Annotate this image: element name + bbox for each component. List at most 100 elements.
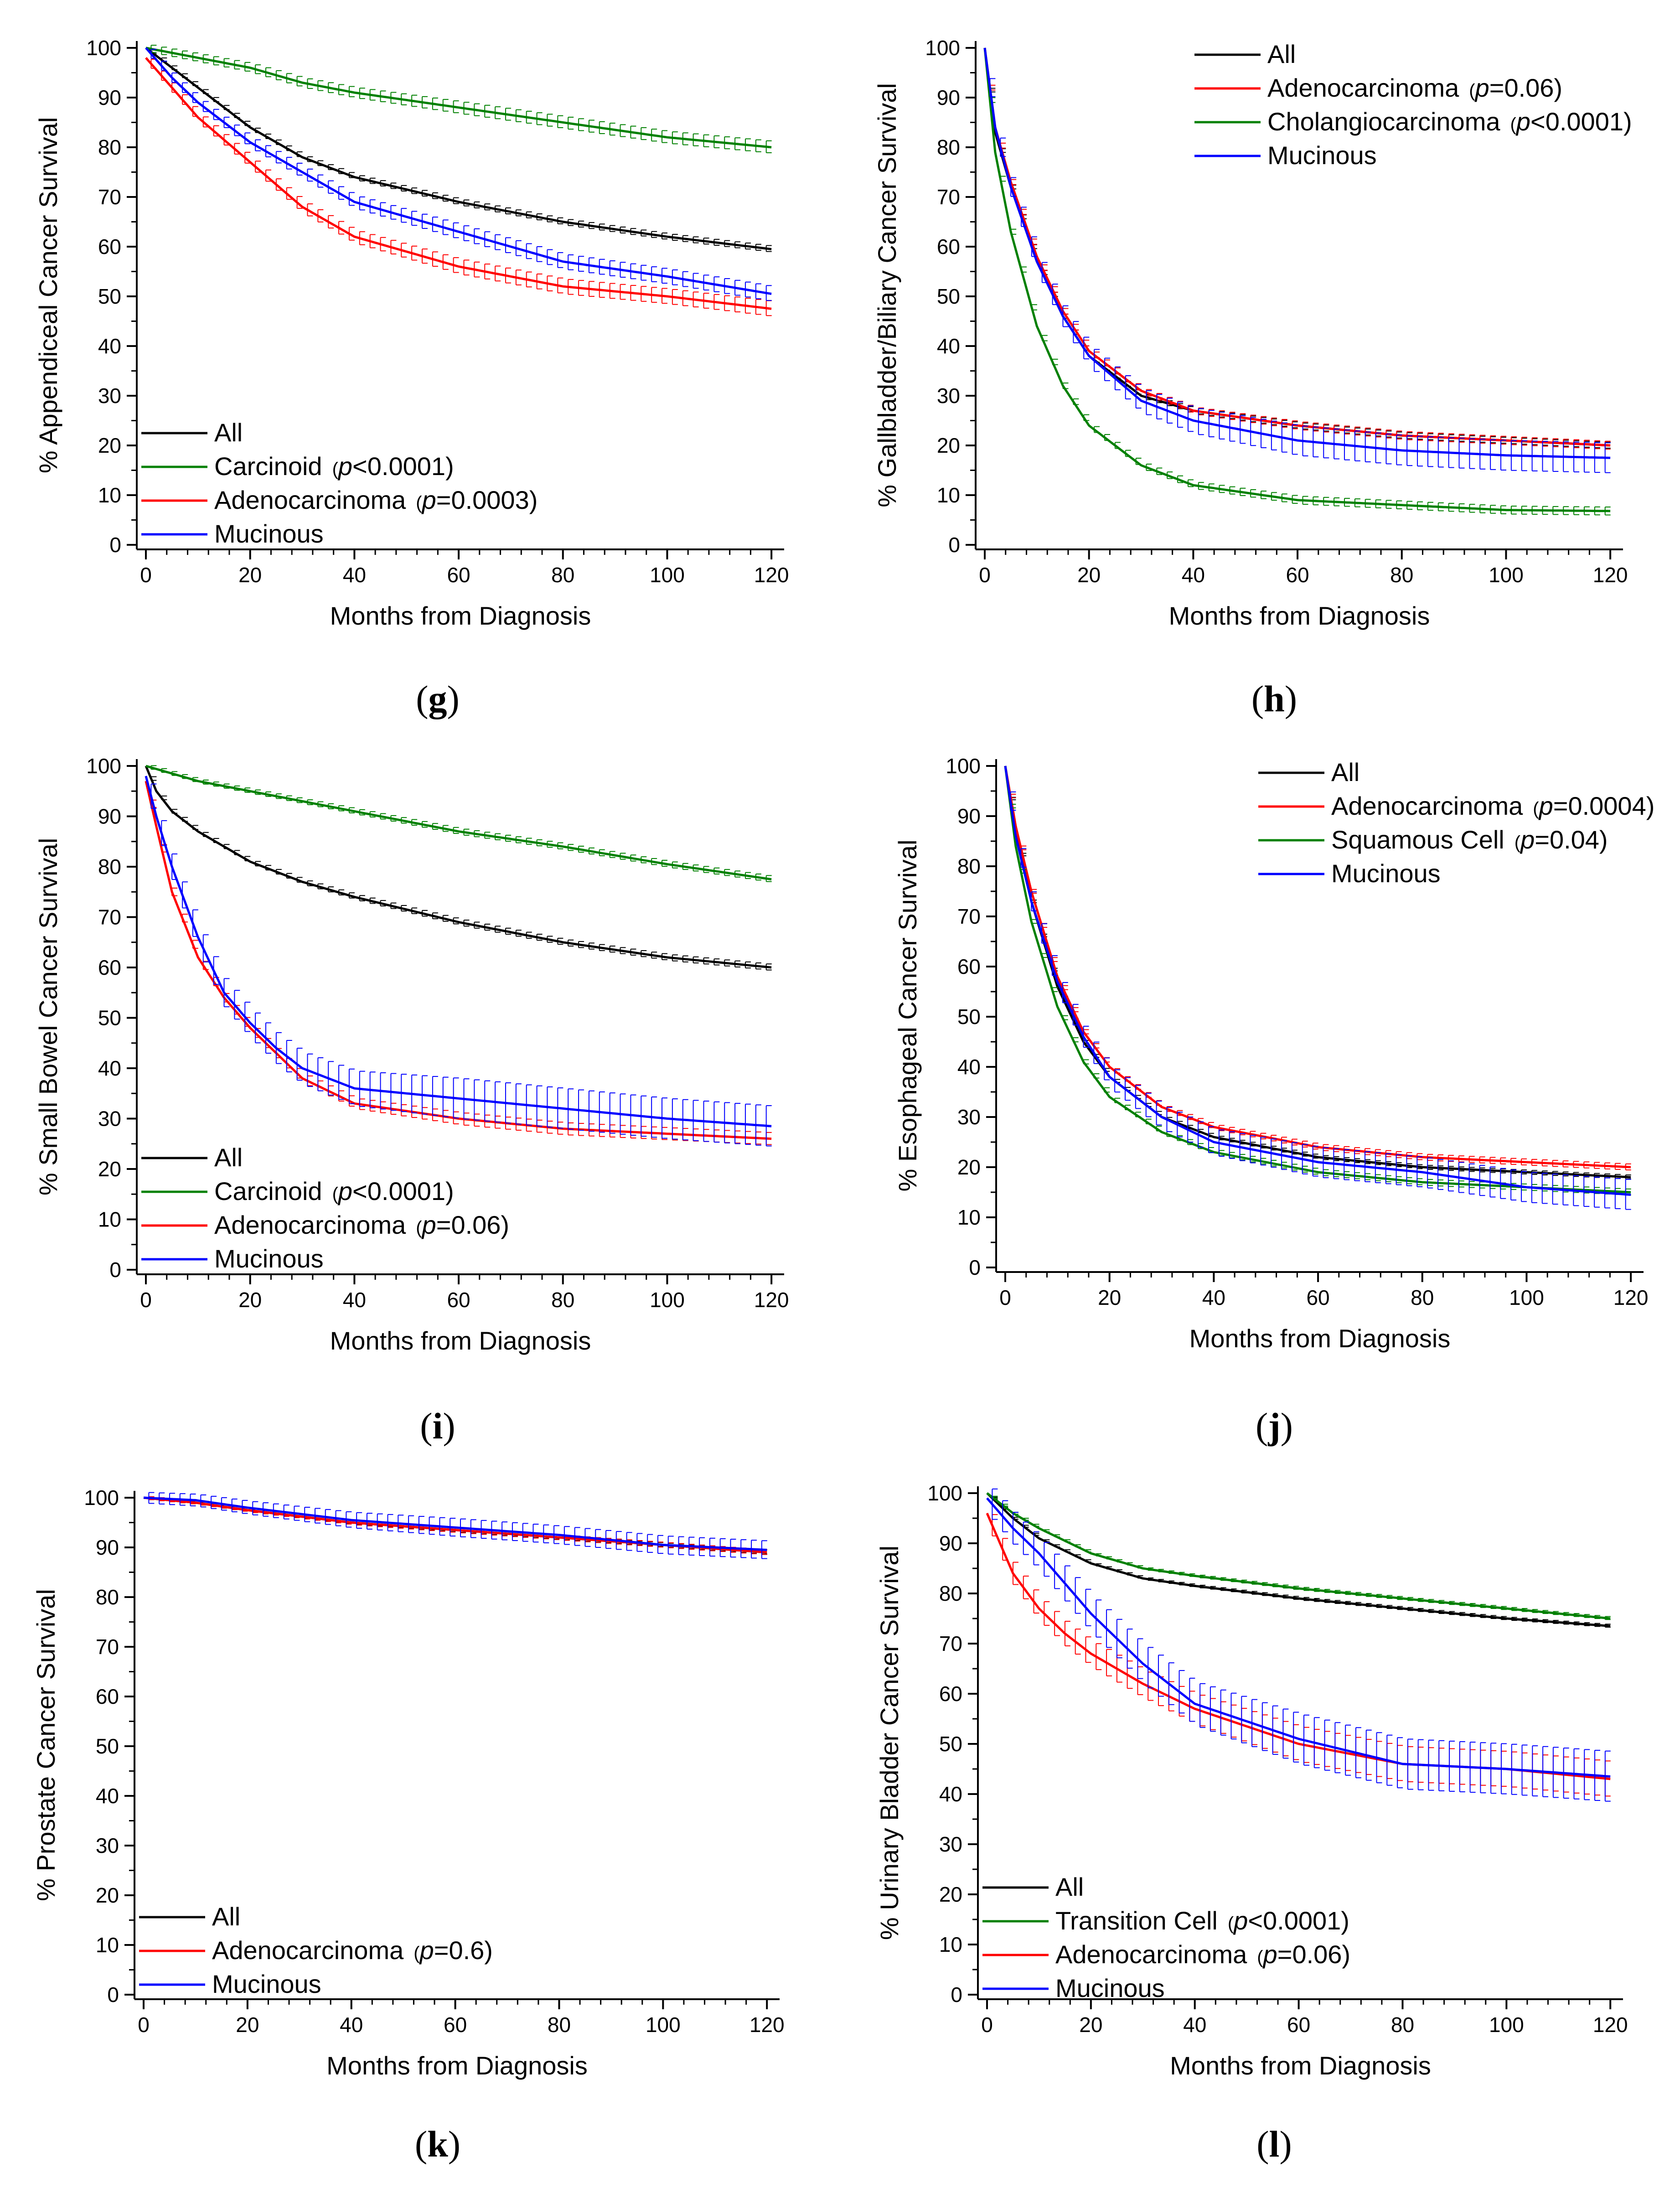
legend-label: Adenocarcinoma (p=0.06) — [214, 1210, 509, 1239]
y-tick-label: 70 — [957, 905, 981, 928]
legend-name: Mucinous — [214, 1244, 324, 1273]
y-tick-label: 20 — [96, 1883, 119, 1907]
legend-pvalue-symbol: p — [421, 486, 436, 514]
legend-label: Squamous Cell (p=0.04) — [1331, 825, 1608, 854]
legend-pvalue: ( — [1510, 114, 1517, 134]
legend-pvalue-value: <0.0001) — [1248, 1906, 1349, 1935]
y-tick-label: 20 — [957, 1155, 981, 1179]
y-tick-label: 70 — [937, 185, 960, 209]
y-axis-title: % Prostate Cancer Survival — [31, 1589, 60, 1901]
legend-pvalue-symbol: p — [1515, 107, 1530, 136]
x-tick-label: 120 — [754, 1288, 789, 1312]
x-tick-label: 100 — [1489, 563, 1524, 587]
x-tick-label: 0 — [140, 563, 152, 587]
y-tick-label: 20 — [98, 434, 121, 457]
panel-h: 0 10 20 30 40 50 60 70 80 90 100 0 20 40 60 80 100 120 Mon… — [873, 36, 1632, 719]
y-tick-label: 0 — [969, 1256, 981, 1279]
legend-name: Carcinoid — [214, 1177, 322, 1205]
legend-pvalue-symbol: p — [1520, 825, 1535, 854]
x-tick-label: 80 — [551, 563, 574, 587]
y-tick-label: 100 — [84, 1486, 119, 1510]
panel-label: (i) — [420, 1405, 455, 1447]
x-tick-label: 0 — [138, 2013, 150, 2037]
legend-label: Carcinoid (p<0.0001) — [214, 452, 454, 481]
x-axis-title: Months from Diagnosis — [330, 601, 591, 630]
y-tick-label: 70 — [939, 1632, 962, 1655]
x-tick-label: 0 — [140, 1288, 152, 1312]
legend-name: Mucinous — [1055, 1974, 1165, 2002]
x-axis-title: Months from Diagnosis — [330, 1326, 591, 1355]
x-tick-label: 100 — [646, 2013, 681, 2037]
y-tick-label: 100 — [86, 36, 121, 60]
x-axis-title: Months from Diagnosis — [326, 2051, 588, 2080]
y-tick-label: 100 — [925, 36, 960, 60]
legend-label: Adenocarcinoma (p=0.06) — [1267, 73, 1562, 102]
legend-name: All — [1267, 40, 1296, 68]
legend-name: Adenocarcinoma — [1331, 791, 1523, 820]
x-axis-title: Months from Diagnosis — [1169, 601, 1430, 630]
panel-label-letter: i — [433, 1405, 443, 1447]
legend-pvalue-symbol: p — [1474, 73, 1489, 102]
series-line — [145, 765, 772, 881]
y-tick-label: 70 — [98, 185, 121, 209]
legend-label: Transition Cell (p<0.0001) — [1055, 1906, 1349, 1935]
x-tick-label: 40 — [343, 563, 366, 587]
legend-name: Cholangiocarcinoma — [1267, 107, 1500, 136]
legend-pvalue-value: =0.06) — [1489, 73, 1562, 102]
y-tick-label: 50 — [937, 284, 960, 308]
panel-label-letter: h — [1264, 678, 1285, 719]
series-cholangiocarcinoma — [983, 47, 1611, 516]
legend-name: Adenocarcinoma — [212, 1936, 404, 1965]
y-tick-label: 100 — [86, 754, 121, 778]
series-all — [986, 1492, 1611, 1628]
y-axis-title: % Gallbladder/Biliary Cancer Survival — [873, 83, 901, 507]
panel-label-open: ( — [415, 2123, 427, 2165]
series-adenocarcinoma — [145, 57, 772, 316]
legend-pvalue-symbol: p — [1262, 1940, 1277, 1969]
legend-label: Mucinous — [1055, 1974, 1165, 2002]
y-tick-label: 0 — [109, 1258, 121, 1282]
y-tick-label: 40 — [96, 1784, 119, 1808]
panel-label-letter: j — [1267, 1405, 1280, 1447]
x-tick-label: 60 — [1286, 563, 1309, 587]
series-adenocarcinoma — [986, 1513, 1611, 1797]
x-tick-label: 120 — [754, 563, 789, 587]
panel-label-open: ( — [1256, 1405, 1268, 1447]
series-mucinous — [983, 47, 1611, 473]
panel-label: (h) — [1251, 678, 1297, 719]
panel-label-close: ) — [447, 678, 460, 719]
y-tick-label: 60 — [939, 1682, 962, 1706]
series-line — [983, 47, 1611, 459]
x-tick-label: 120 — [1613, 1286, 1649, 1309]
x-tick-label: 60 — [444, 2013, 467, 2037]
legend-label: Adenocarcinoma (p=0.06) — [1055, 1940, 1350, 1969]
x-tick-label: 120 — [1593, 563, 1628, 587]
y-tick-label: 100 — [946, 754, 981, 778]
legend-pvalue: ( — [332, 1184, 339, 1204]
x-tick-label: 60 — [1306, 1286, 1329, 1309]
x-tick-label: 100 — [650, 1288, 685, 1312]
panel-label-letter: k — [427, 2123, 448, 2165]
x-tick-label: 20 — [1077, 563, 1101, 587]
series-mucinous — [1004, 765, 1631, 1210]
x-tick-label: 80 — [551, 1288, 574, 1312]
series-all — [145, 47, 772, 252]
y-tick-label: 60 — [96, 1685, 119, 1708]
legend-pvalue-symbol: p — [419, 1936, 434, 1965]
x-tick-label: 100 — [1509, 1286, 1544, 1309]
x-tick-label: 40 — [1182, 563, 1205, 587]
legend-label: Mucinous — [214, 1244, 324, 1273]
legend-label: All — [1267, 40, 1296, 68]
legend-pvalue-symbol: p — [337, 452, 352, 481]
legend-name: Adenocarcinoma — [1267, 73, 1459, 102]
y-tick-label: 20 — [937, 434, 960, 457]
legend-label: Mucinous — [212, 1970, 321, 1998]
y-tick-label: 10 — [939, 1933, 962, 1956]
legend-pvalue-value: =0.0004) — [1553, 791, 1655, 820]
series-adenocarcinoma — [145, 781, 772, 1145]
y-tick-label: 70 — [96, 1635, 119, 1659]
legend-name: Mucinous — [214, 519, 324, 548]
